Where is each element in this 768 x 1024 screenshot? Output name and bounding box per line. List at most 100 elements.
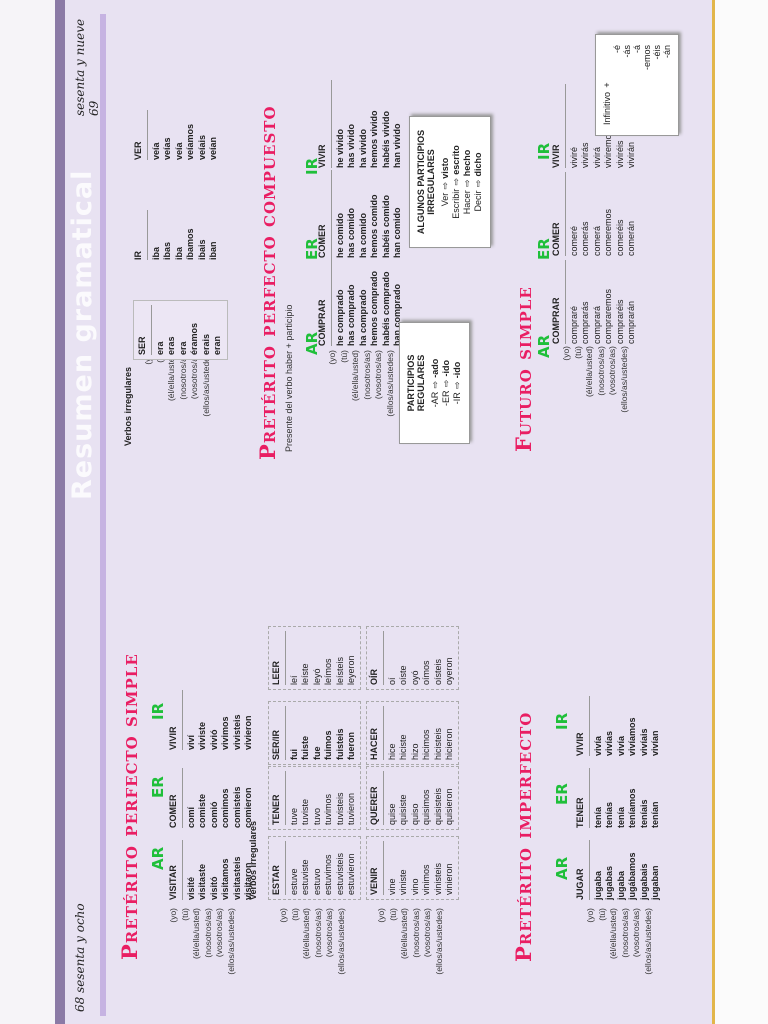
participle-row: -IR ⇨ -ido [452,333,463,433]
right-edge-rule [712,0,715,1024]
rule-ending: -á [632,45,642,54]
verb-form: hemos comprado [369,270,379,346]
verb-form: comisteis [231,786,242,828]
conjugation-tag: IR [553,712,571,730]
conjugation-tag: ER [149,776,167,798]
participle-ending: Escribir [451,188,461,219]
verb-form: vinieron [444,863,454,895]
col-irregular: VENIR vine viniste vino vinimos vinisteis vini… [366,836,459,900]
futuro-rule-box: Infinitivo+ -é -ás -á -emos -éis -án [595,34,679,136]
pronoun: (tú) [155,350,167,442]
title-imperfecto: Pretérito imperfecto [511,711,536,962]
pronoun: (nosotros/as) [595,346,606,396]
pronoun: (nosotros/as) [361,350,372,400]
right-margin [715,0,768,1024]
pronoun: (yo) [143,350,155,442]
column-header: VISITAR [168,840,183,900]
verb-form: tuvimos [323,793,333,825]
verb-form: estuvisteis [334,852,345,895]
col-irregular: TENER tuve tuviste tuvo tuvimos tuvisteis tuvi… [268,766,361,830]
participle-row: Escribir ⇨ escrito [451,127,462,237]
pronouns-futuro: (yo) (tú) (él/ella/usted) (nosotros/as) (vos… [561,346,630,438]
pronoun: (ellos/as/ustedes) [335,908,346,975]
column-header: JUGAR [575,840,590,900]
col-ir: IR iba ibas iba íbamos ibais iban [133,210,220,260]
verb-form: hice [386,743,397,760]
participle-result: hecho [462,149,472,177]
pronoun: (vosotros/as) [214,908,224,958]
pronoun: (él/ella/usted) [301,908,311,960]
page-number-left: 68 sesenta y ocho [73,903,87,1012]
participle-result: -ado [430,358,440,378]
rule-ending: -é [612,45,622,54]
verb-form: iban [208,241,218,260]
rule-infinitivo: Infinitivo [602,91,612,125]
rule-ending: -án [662,45,672,59]
pronoun: (él/ella/usted) [350,350,360,402]
participle-row: Decir ⇨ dicho [473,127,484,237]
column-header: QUERER [369,771,384,825]
participle-ending: Ver [440,192,450,207]
verb-form: has comido [346,207,356,258]
participle-ending: Hacer [462,190,472,215]
verb-form: vivía [592,735,603,756]
verb-form: vivíais [638,728,649,756]
verb-form: comiste [197,793,207,828]
verb-form: comerán [626,220,636,256]
verb-form: oí [386,677,397,685]
title-preterito-simple: Pretérito perfecto simple [117,653,142,960]
col-visitar: VISITAR visité visitaste visitó visitamos vis… [168,840,255,900]
arrow-icon: ⇨ [451,177,461,186]
col-comprar: COMPRAR compraré comprarás comprará comprare… [551,260,638,344]
verb-form: eran [212,335,222,355]
pronoun: (tú) [387,908,398,921]
col-vivir: VIVIR he vivido has vivido ha vivido hemos v… [317,80,404,168]
pronoun: (ellos/as/ustedes) [225,908,236,975]
column-header: VENIR [369,841,384,895]
column-header: HACER [369,706,384,760]
verb-form: era [154,341,165,355]
column-header: OÍR [369,631,384,685]
pronoun: (vosotros/as) [607,346,617,396]
verb-form: era [177,341,188,355]
verb-form: vivieron [243,715,253,750]
pronoun: (nosotros/as) [202,908,213,958]
verb-form: visitamos [220,858,230,900]
arrow-icon: ⇨ [462,179,472,188]
verb-form: tenías [604,801,614,828]
verb-form: fuisteis [334,728,345,760]
verb-form: jugaba [592,870,603,900]
rule-endings: -é -ás -á -emos -éis -án [612,45,672,125]
verb-form: fueron [346,732,356,760]
verb-form: comprarán [626,300,636,344]
conjugation-tag: ER [553,783,571,805]
verb-form: iba [173,246,184,260]
arrow-icon: ⇨ [440,181,450,190]
verb-form: jugabais [638,863,649,900]
verb-form: visitó [208,876,219,900]
column-header: VIVIR [168,690,183,750]
participle-result: -ido [441,360,451,377]
verb-form: leyó [311,668,322,685]
verb-form: veía [173,142,184,160]
verb-form: oísteis [432,658,443,685]
verb-form: visité [185,876,196,900]
verb-form: vino [409,878,420,895]
verb-form: leyeron [346,655,356,685]
verb-form: teníamos [627,788,637,828]
verb-form: comí [185,806,196,828]
pronoun: (tú) [338,350,349,363]
verb-form: estuvimos [323,854,333,895]
verb-form: éramos [189,322,199,355]
column-header: ESTAR [271,841,286,895]
verb-form: tenía [592,806,603,828]
verb-form: tenían [650,801,660,828]
verb-form: leí [288,675,299,685]
conjugation-tag: AR [149,846,167,870]
pronoun: (él/ella/usted) [191,908,201,960]
verb-form: comió [208,801,219,828]
verb-form: comprará [591,305,602,344]
irregular-label-imperfecto: Verbos irregulares [123,366,133,446]
pronoun: (yo) [168,908,178,923]
verb-form: he vivido [334,128,345,168]
